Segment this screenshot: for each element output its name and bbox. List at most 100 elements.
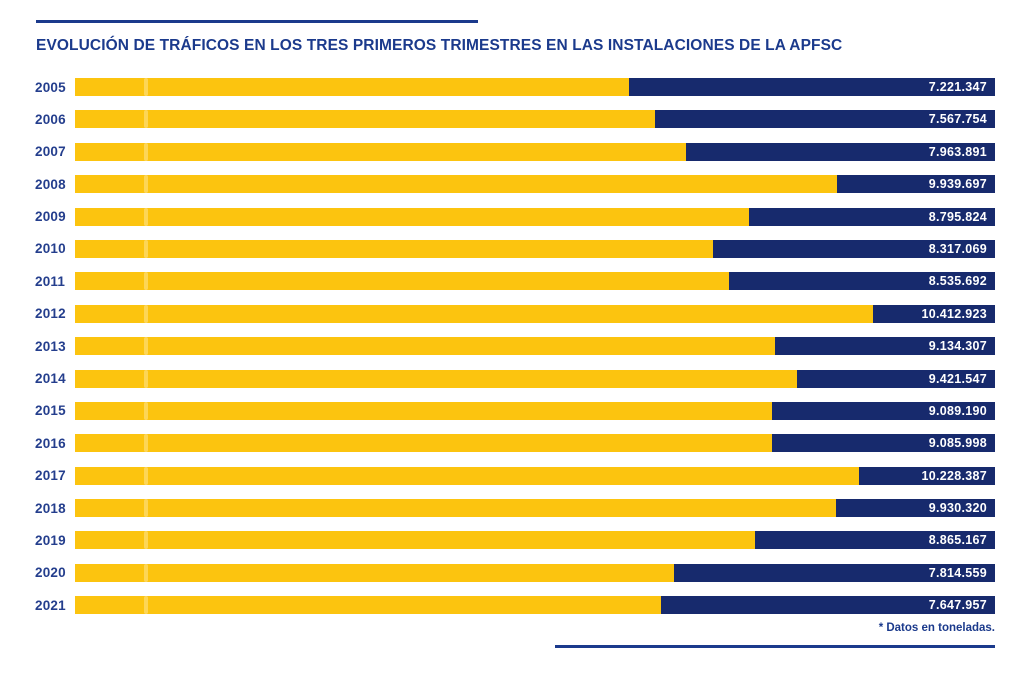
bar-marker-seam xyxy=(144,466,148,485)
bar-segment-yellow xyxy=(75,239,713,258)
bar-segment-navy: 7.567.754 xyxy=(655,110,995,129)
bar-marker-seam xyxy=(144,175,148,194)
bar-segment-navy: 9.089.190 xyxy=(771,401,995,420)
bar-marker-seam xyxy=(144,78,148,96)
year-label: 2014 xyxy=(35,371,66,387)
chart-row: 2011 8.535.692 xyxy=(0,272,1024,291)
year-label: 2009 xyxy=(35,209,66,225)
year-label: 2006 xyxy=(35,111,66,127)
year-label: 2021 xyxy=(35,597,66,613)
bar-segment-yellow xyxy=(75,207,750,226)
bottom-rule xyxy=(555,645,995,648)
bar-segment-navy: 7.814.559 xyxy=(674,563,995,582)
bar-track: 7.647.957 xyxy=(75,596,995,615)
chart-row: 2014 9.421.547 xyxy=(0,369,1024,388)
value-label: 7.647.957 xyxy=(928,598,987,613)
year-label: 2016 xyxy=(35,435,66,451)
bar-track: 8.317.069 xyxy=(75,239,995,258)
bar-segment-yellow xyxy=(75,499,837,518)
bar-segment-navy: 9.421.547 xyxy=(797,369,995,388)
chart-row: 2008 9.939.697 xyxy=(0,175,1024,194)
bar-track: 7.221.347 xyxy=(75,78,995,96)
value-label: 10.228.387 xyxy=(921,468,987,483)
chart-row: 2021 7.647.957 xyxy=(0,596,1024,615)
chart-title: EVOLUCIÓN DE TRÁFICOS EN LOS TRES PRIMER… xyxy=(36,37,843,54)
bar-marker-seam xyxy=(144,401,148,420)
bar-marker-seam xyxy=(144,499,148,518)
value-label: 7.567.754 xyxy=(928,112,987,127)
year-label: 2012 xyxy=(35,306,66,322)
bar-track: 8.865.167 xyxy=(75,531,995,550)
bar-segment-navy: 8.865.167 xyxy=(754,531,995,550)
year-label: 2005 xyxy=(35,79,66,95)
year-label: 2010 xyxy=(35,241,66,257)
bar-segment-yellow xyxy=(75,596,662,615)
bar-segment-navy: 10.228.387 xyxy=(859,466,995,485)
bar-segment-navy: 8.317.069 xyxy=(712,239,995,258)
value-label: 9.930.320 xyxy=(928,501,987,516)
chart-row: 2019 8.865.167 xyxy=(0,531,1024,550)
value-label: 8.535.692 xyxy=(928,274,987,289)
bar-track: 8.535.692 xyxy=(75,272,995,291)
bar-marker-seam xyxy=(144,239,148,258)
bar-segment-yellow xyxy=(75,337,776,356)
value-label: 9.421.547 xyxy=(928,371,987,386)
bar-marker-seam xyxy=(144,272,148,291)
bar-marker-seam xyxy=(144,304,148,323)
bar-segment-navy: 7.647.957 xyxy=(661,596,995,615)
bar-track: 10.228.387 xyxy=(75,466,995,485)
year-label: 2015 xyxy=(35,403,66,419)
value-label: 8.317.069 xyxy=(928,241,987,256)
bar-segment-navy: 9.939.697 xyxy=(837,175,995,194)
chart-row: 2013 9.134.307 xyxy=(0,337,1024,356)
year-label: 2013 xyxy=(35,338,66,354)
value-label: 7.963.891 xyxy=(928,144,987,159)
value-label: 7.221.347 xyxy=(928,80,987,94)
bar-marker-seam xyxy=(144,531,148,550)
bar-track: 9.085.998 xyxy=(75,434,995,453)
chart-row: 2006 7.567.754 xyxy=(0,110,1024,129)
bar-track: 7.567.754 xyxy=(75,110,995,129)
bar-marker-seam xyxy=(144,207,148,226)
bar-segment-navy: 8.795.824 xyxy=(749,207,995,226)
chart-row: 2018 9.930.320 xyxy=(0,499,1024,518)
bar-segment-yellow xyxy=(75,466,860,485)
bar-track: 9.930.320 xyxy=(75,499,995,518)
bar-segment-yellow xyxy=(75,175,838,194)
year-label: 2007 xyxy=(35,144,66,160)
bar-segment-navy: 7.221.347 xyxy=(628,78,995,96)
bar-segment-yellow xyxy=(75,78,629,96)
chart-row: 2012 10.412.923 xyxy=(0,304,1024,323)
bar-segment-navy: 9.134.307 xyxy=(775,337,995,356)
year-label: 2018 xyxy=(35,500,66,516)
value-label: 9.085.998 xyxy=(928,436,987,451)
bar-marker-seam xyxy=(144,369,148,388)
bar-marker-seam xyxy=(144,142,148,161)
bar-segment-navy: 9.085.998 xyxy=(771,434,995,453)
value-label: 9.134.307 xyxy=(928,339,987,354)
bar-segment-yellow xyxy=(75,142,686,161)
bar-segment-navy: 8.535.692 xyxy=(729,272,995,291)
chart-row: 2020 7.814.559 xyxy=(0,563,1024,582)
bar-marker-seam xyxy=(144,563,148,582)
chart-row: 2010 8.317.069 xyxy=(0,239,1024,258)
chart-row: 2015 9.089.190 xyxy=(0,401,1024,420)
value-label: 8.795.824 xyxy=(928,209,987,224)
value-label: 10.412.923 xyxy=(921,306,987,321)
bar-segment-yellow xyxy=(75,401,772,420)
bar-track: 9.939.697 xyxy=(75,175,995,194)
value-label: 7.814.559 xyxy=(928,565,987,580)
bar-segment-yellow xyxy=(75,434,772,453)
bar-track: 8.795.824 xyxy=(75,207,995,226)
bar-track: 10.412.923 xyxy=(75,304,995,323)
bar-segment-navy: 9.930.320 xyxy=(836,499,995,518)
bar-segment-yellow xyxy=(75,369,798,388)
chart-row: 2005 7.221.347 xyxy=(0,78,1024,96)
bar-marker-seam xyxy=(144,596,148,615)
bar-segment-yellow xyxy=(75,563,675,582)
top-rule xyxy=(36,20,478,23)
year-label: 2020 xyxy=(35,565,66,581)
year-label: 2008 xyxy=(35,176,66,192)
bar-chart: 2005 7.221.347 2006 7.567.754 2007 xyxy=(0,78,1024,629)
value-label: 9.939.697 xyxy=(928,177,987,192)
